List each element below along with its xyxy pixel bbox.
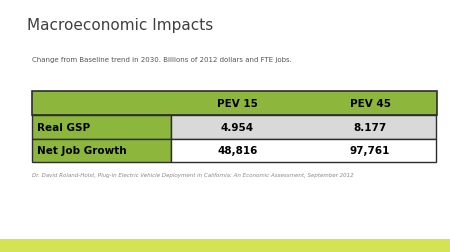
Text: Macroeconomic Impacts: Macroeconomic Impacts xyxy=(27,18,213,33)
Text: Dr. David Roland-Holst, Plug-in Electric Vehicle Deployment in California: An Ec: Dr. David Roland-Holst, Plug-in Electric… xyxy=(32,173,353,178)
Text: 97,761: 97,761 xyxy=(350,146,390,156)
Text: PEV 45: PEV 45 xyxy=(350,99,391,109)
Text: Net Job Growth: Net Job Growth xyxy=(37,146,126,156)
FancyBboxPatch shape xyxy=(0,239,450,252)
Text: 4.954: 4.954 xyxy=(221,122,254,132)
FancyBboxPatch shape xyxy=(32,92,436,115)
FancyBboxPatch shape xyxy=(32,115,171,139)
Text: 48,816: 48,816 xyxy=(217,146,258,156)
FancyBboxPatch shape xyxy=(171,115,436,139)
FancyBboxPatch shape xyxy=(32,139,171,163)
Text: Change from Baseline trend in 2030. Billions of 2012 dollars and FTE jobs.: Change from Baseline trend in 2030. Bill… xyxy=(32,57,292,63)
FancyBboxPatch shape xyxy=(171,139,436,163)
Text: Real GSP: Real GSP xyxy=(37,122,90,132)
Text: PEV 15: PEV 15 xyxy=(217,99,258,109)
Text: 8.177: 8.177 xyxy=(354,122,387,132)
